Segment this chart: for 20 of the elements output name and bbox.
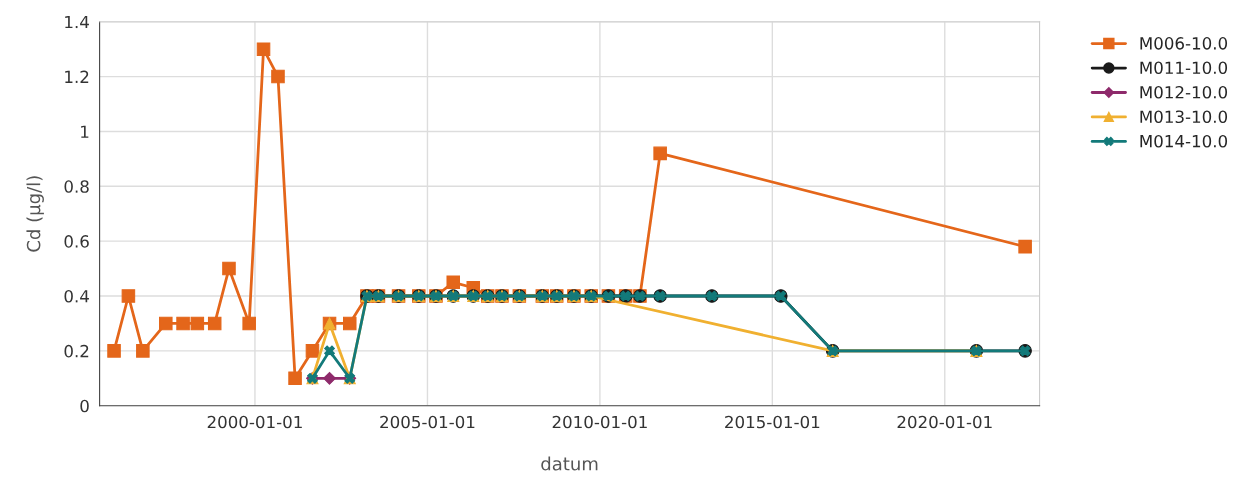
y-tick-label: 1 [81, 125, 89, 138]
legend-label: M014-10.0 [1140, 134, 1228, 148]
y-tick-label: 0.2 [64, 344, 89, 358]
x-tick-label: 2005-01-01 [380, 415, 475, 429]
x-tick-label: 2015-01-01 [725, 415, 820, 429]
x-tick-label: 2000-01-01 [207, 415, 302, 429]
y-tick-label: 1.4 [65, 15, 89, 29]
x-tick-label: 2020-01-01 [897, 415, 992, 429]
y-tick-label: 1.2 [65, 70, 89, 83]
y-axis-title: Cd (µg/l) [26, 176, 44, 252]
y-tick-label: 0.4 [64, 289, 89, 303]
x-axis-title: datum [541, 456, 598, 471]
x-tick-label: 2010-01-01 [552, 415, 647, 429]
legend-label: M013-10.0 [1140, 110, 1228, 124]
y-tick-label: 0.6 [64, 235, 89, 248]
legend-label: M012-10.0 [1140, 85, 1228, 99]
legend-label: M011-10.0 [1140, 61, 1228, 75]
y-tick-label: 0 [80, 399, 89, 413]
legend-label: M006-10.0 [1140, 37, 1228, 50]
y-tick-label: 0.8 [64, 180, 89, 193]
